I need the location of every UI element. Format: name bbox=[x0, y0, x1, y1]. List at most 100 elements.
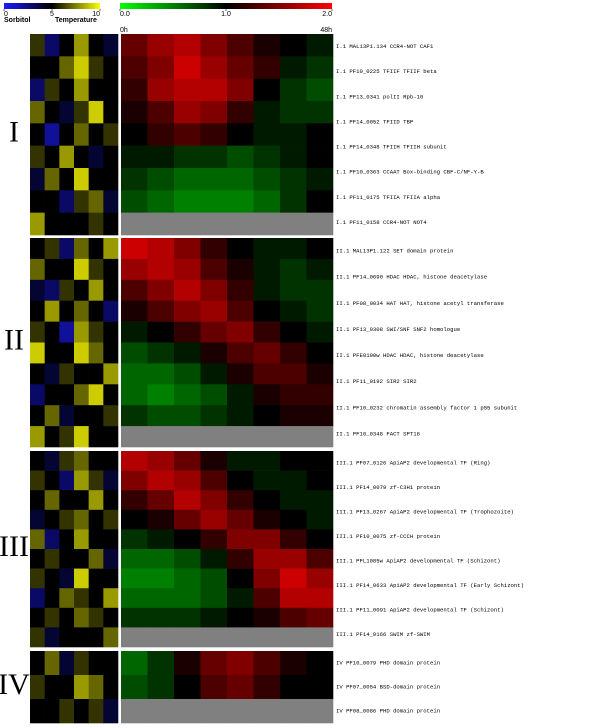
expression-cell bbox=[227, 529, 254, 550]
expression-cell bbox=[121, 78, 148, 102]
expression-cell bbox=[147, 405, 175, 427]
row-label: III.1 PF14_0079 zf-C3H1 protein bbox=[336, 484, 440, 491]
stress-cell bbox=[30, 321, 45, 343]
expression-cell bbox=[121, 258, 148, 281]
expression-cell bbox=[147, 384, 175, 406]
stress-cell bbox=[44, 342, 60, 364]
stress-cell bbox=[74, 588, 89, 609]
expression-cell bbox=[147, 490, 175, 511]
stress-cell bbox=[30, 342, 45, 364]
expression-cell bbox=[174, 568, 201, 589]
expression-cell bbox=[147, 470, 175, 491]
row-label: III.1 PFL1085w ApiAP2 developmental TF (… bbox=[336, 558, 500, 565]
expression-cell bbox=[227, 384, 254, 406]
expression-cell bbox=[147, 258, 175, 281]
stress-cell bbox=[44, 699, 60, 724]
expression-cell bbox=[227, 190, 254, 213]
expression-cell bbox=[174, 168, 201, 191]
stress-cell bbox=[74, 470, 89, 491]
expression-cell bbox=[174, 56, 201, 79]
expression-cell bbox=[227, 342, 254, 364]
expression-cell bbox=[174, 190, 201, 213]
stress-cell bbox=[44, 321, 60, 343]
stress-cell bbox=[103, 321, 119, 343]
section-label: I bbox=[9, 115, 19, 148]
stress-cell bbox=[30, 238, 45, 260]
expression-cell bbox=[306, 279, 334, 301]
stress-cell bbox=[103, 651, 119, 676]
expression-cell bbox=[174, 258, 201, 281]
expression-cell bbox=[306, 238, 334, 260]
expression-cell bbox=[280, 627, 307, 648]
stress-cell bbox=[88, 258, 104, 281]
expression-cell bbox=[147, 607, 175, 628]
expression-cell bbox=[227, 675, 254, 700]
stress-cell bbox=[30, 699, 45, 724]
expression-cell bbox=[174, 490, 201, 511]
expression-cell bbox=[200, 405, 228, 427]
expression-cell bbox=[306, 56, 334, 79]
row-label: III.1 PF11_0091 ApiAP2 developmental TF … bbox=[336, 607, 504, 614]
stress-cell bbox=[44, 651, 60, 676]
stress-cell bbox=[88, 549, 104, 569]
expression-cell bbox=[253, 529, 281, 550]
expression-cell bbox=[147, 321, 175, 343]
expression-cell bbox=[147, 78, 175, 102]
expression-cell bbox=[200, 145, 228, 169]
expression-cell bbox=[200, 321, 228, 343]
section-label: II bbox=[4, 323, 24, 356]
expression-cell bbox=[253, 101, 281, 124]
row-label: I.1 PF14_0348 TFIIH TFIIH subunit bbox=[336, 144, 447, 151]
stress-cell bbox=[59, 279, 75, 301]
expression-cell bbox=[253, 300, 281, 322]
expression-cell bbox=[280, 101, 307, 124]
expression-cell bbox=[147, 627, 175, 648]
expression-cell bbox=[147, 342, 175, 364]
row-label: I.1 PF10_0225 TFIIF TFIIF beta bbox=[336, 68, 437, 75]
stress-cell bbox=[88, 384, 104, 406]
stress-cell bbox=[30, 190, 45, 213]
right-color-scale bbox=[120, 3, 332, 9]
expression-cell bbox=[280, 490, 307, 511]
expression-cell bbox=[227, 78, 254, 102]
stress-cell bbox=[59, 238, 75, 260]
stress-cell bbox=[74, 363, 89, 385]
expression-cell bbox=[280, 529, 307, 550]
expression-cell bbox=[253, 123, 281, 146]
expression-cell bbox=[253, 190, 281, 213]
expression-cell bbox=[121, 279, 148, 301]
expression-cell bbox=[306, 258, 334, 281]
stress-cell bbox=[74, 675, 89, 700]
stress-cell bbox=[88, 342, 104, 364]
stress-cell bbox=[74, 405, 89, 427]
row-label: I.1 PF13_0341 polII Rpb-10 bbox=[336, 93, 424, 100]
stress-cell bbox=[74, 78, 89, 102]
stress-cell bbox=[30, 56, 45, 79]
expression-cell bbox=[227, 238, 254, 260]
expression-cell bbox=[121, 568, 148, 589]
expression-cell bbox=[174, 78, 201, 102]
expression-cell bbox=[200, 363, 228, 385]
expression-cell bbox=[227, 168, 254, 191]
stress-cell bbox=[88, 190, 104, 213]
stress-cell bbox=[59, 675, 75, 700]
expression-cell bbox=[253, 363, 281, 385]
sorbitol-header: Sorbitol bbox=[4, 17, 30, 24]
expression-cell bbox=[200, 342, 228, 364]
expression-cell bbox=[306, 451, 334, 471]
scale-tick-label: 0.0 bbox=[120, 11, 130, 18]
expression-cell bbox=[227, 426, 254, 448]
expression-cell bbox=[280, 279, 307, 301]
expression-cell bbox=[200, 675, 228, 700]
stress-cell bbox=[103, 145, 119, 169]
expression-cell bbox=[306, 405, 334, 427]
stress-cell bbox=[74, 568, 89, 589]
left-color-scale bbox=[4, 3, 100, 9]
end-label: 48h bbox=[320, 27, 332, 34]
stress-cell bbox=[44, 451, 60, 471]
expression-cell bbox=[253, 279, 281, 301]
expression-cell bbox=[253, 588, 281, 609]
stress-cell bbox=[103, 470, 119, 491]
stress-cell bbox=[103, 342, 119, 364]
row-label: III.1 PF10_0075 zf-CCCH protein bbox=[336, 533, 440, 540]
